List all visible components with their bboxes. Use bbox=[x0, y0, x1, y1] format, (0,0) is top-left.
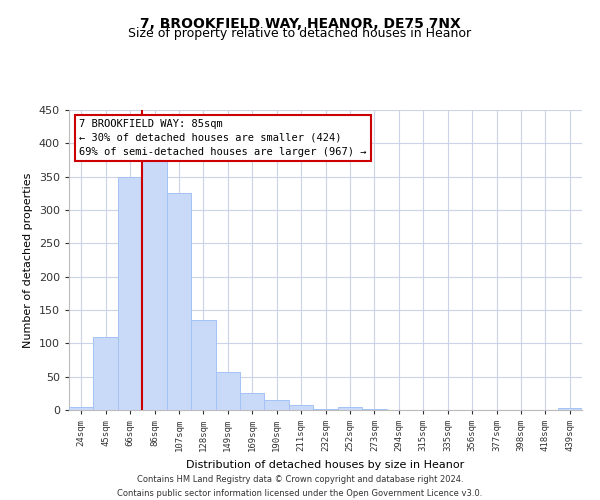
Y-axis label: Number of detached properties: Number of detached properties bbox=[23, 172, 33, 348]
Text: Size of property relative to detached houses in Heanor: Size of property relative to detached ho… bbox=[128, 28, 472, 40]
Bar bbox=[557, 408, 582, 410]
Bar bbox=[215, 372, 240, 410]
Bar bbox=[240, 394, 265, 410]
Bar bbox=[118, 176, 142, 410]
Bar bbox=[69, 406, 94, 410]
Bar bbox=[94, 336, 118, 410]
Bar bbox=[313, 408, 338, 410]
Bar bbox=[289, 406, 313, 410]
Text: 7 BROOKFIELD WAY: 85sqm
← 30% of detached houses are smaller (424)
69% of semi-d: 7 BROOKFIELD WAY: 85sqm ← 30% of detache… bbox=[79, 119, 367, 157]
Bar bbox=[167, 194, 191, 410]
Bar bbox=[265, 400, 289, 410]
Bar bbox=[142, 160, 167, 410]
Bar bbox=[338, 406, 362, 410]
Text: Contains HM Land Registry data © Crown copyright and database right 2024.
Contai: Contains HM Land Registry data © Crown c… bbox=[118, 476, 482, 498]
Bar bbox=[191, 320, 215, 410]
Text: 7, BROOKFIELD WAY, HEANOR, DE75 7NX: 7, BROOKFIELD WAY, HEANOR, DE75 7NX bbox=[140, 18, 460, 32]
X-axis label: Distribution of detached houses by size in Heanor: Distribution of detached houses by size … bbox=[187, 460, 464, 469]
